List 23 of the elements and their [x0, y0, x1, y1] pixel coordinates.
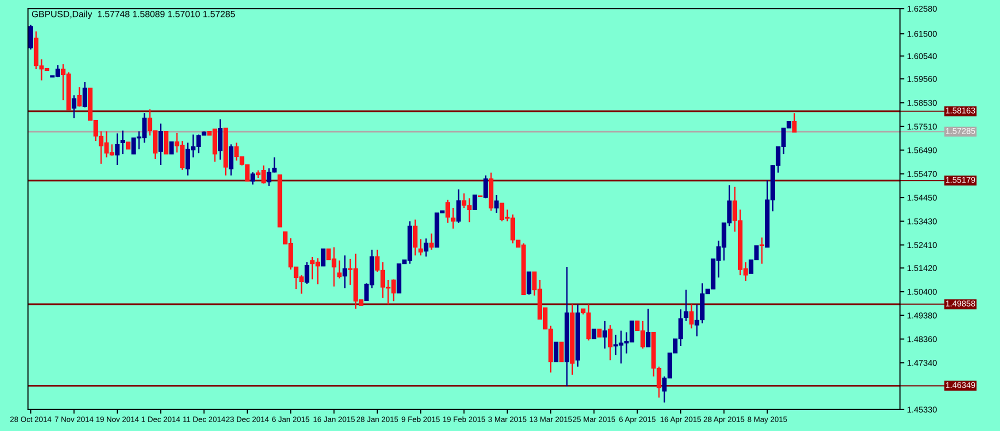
- chart-title: GBPUSD,Daily 1.57748 1.58089 1.57010 1.57285: [32, 10, 235, 20]
- y-tick-label: 1.53430: [908, 218, 937, 224]
- y-tick-label: 1.48360: [908, 336, 937, 342]
- y-tick-label: 1.45330: [908, 406, 937, 413]
- y-tick-label: 1.61500: [908, 30, 937, 37]
- y-tick-label: 1.62580: [908, 6, 937, 12]
- ref-line-label: 1.55179: [946, 176, 976, 183]
- y-tick-label: 1.54450: [908, 194, 937, 201]
- y-tick-label: 1.55470: [908, 171, 937, 177]
- y-tick-label: 1.51420: [908, 265, 937, 272]
- y-tick-label: 1.49380: [908, 312, 937, 318]
- y-tick-label: 1.58530: [908, 100, 937, 106]
- ref-line-label: 1.57285: [946, 128, 976, 134]
- y-tick-label: 1.47340: [908, 360, 937, 366]
- y-tick-label: 1.60540: [908, 53, 937, 60]
- y-tick-label: 1.56490: [908, 147, 937, 154]
- ref-line-label: 1.46349: [946, 382, 976, 388]
- y-tick-label: 1.52410: [908, 242, 937, 248]
- y-tick-label: 1.50400: [908, 288, 937, 295]
- y-tick-label: 1.57510: [908, 124, 937, 130]
- ref-line-label: 1.58163: [946, 108, 976, 114]
- ref-line-label: 1.49858: [946, 300, 976, 306]
- y-tick-label: 1.59560: [908, 76, 937, 82]
